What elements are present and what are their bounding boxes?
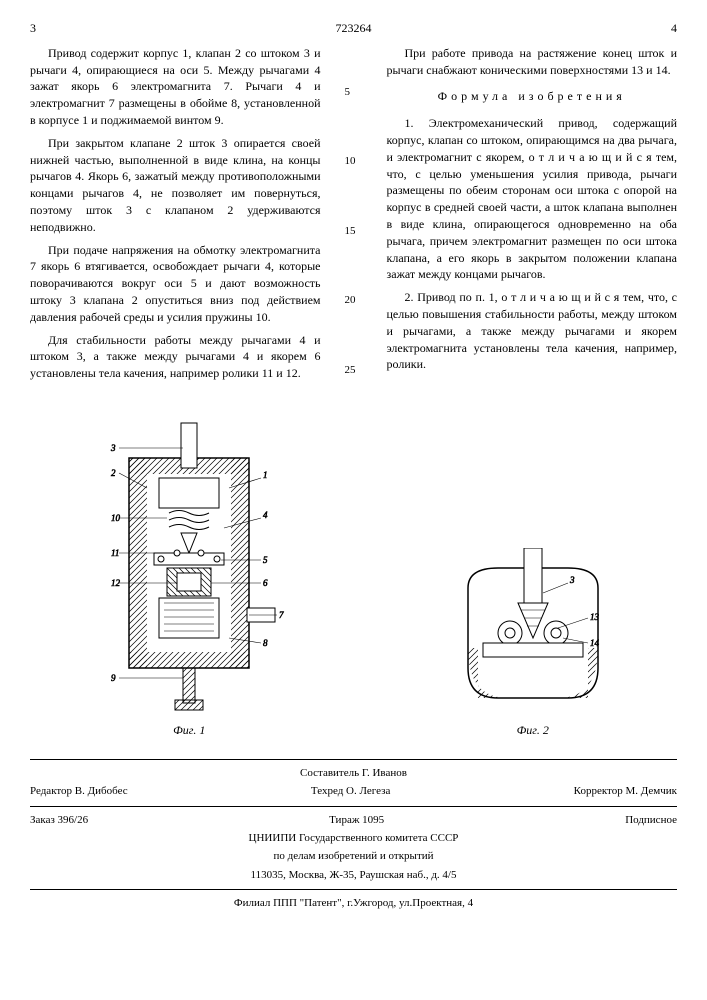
address: 113035, Москва, Ж-35, Раушская наб., д. …: [30, 868, 677, 883]
figure-2: 3 13 14 Фиг. 2: [448, 548, 618, 739]
svg-text:9: 9: [111, 673, 116, 683]
svg-text:13: 13: [590, 612, 600, 622]
svg-text:1: 1: [263, 470, 268, 480]
formula-title: Формула изобретения: [387, 88, 678, 105]
svg-text:10: 10: [111, 513, 121, 523]
line-marker: 15: [345, 224, 363, 239]
line-marker: 20: [345, 293, 363, 308]
corrector: Корректор М. Демчик: [574, 784, 677, 799]
line-marker: 25: [345, 363, 363, 378]
filial: Филиал ППП "Патент", г.Ужгород, ул.Проек…: [30, 896, 677, 911]
order: Заказ 396/26: [30, 813, 88, 828]
figure-1: 2 3 10 11 12 9 1 4 5 6 7 8 Фиг. 1: [89, 418, 289, 739]
svg-text:3: 3: [569, 575, 575, 585]
compiler: Составитель Г. Иванов: [30, 766, 677, 781]
svg-text:8: 8: [263, 638, 268, 648]
divider: [30, 759, 677, 760]
body-columns: Привод содержит корпус 1, клапан 2 со шт…: [30, 45, 677, 388]
podpisnoe: Подписное: [625, 813, 677, 828]
para: При подаче напряжения на обмотку электро…: [30, 242, 321, 326]
svg-text:3: 3: [110, 443, 116, 453]
tirazh: Тираж 1095: [329, 813, 384, 828]
divider: [30, 889, 677, 890]
fig1-svg: 2 3 10 11 12 9 1 4 5 6 7 8: [89, 418, 289, 718]
right-column: При работе привода на растяжение конец ш…: [387, 45, 678, 388]
patent-number: 723264: [70, 20, 637, 37]
para: Для стабильности работы между рычагами 4…: [30, 332, 321, 382]
claim: 2. Привод по п. 1, о т л и ч а ю щ и й с…: [387, 289, 678, 373]
svg-text:11: 11: [111, 548, 119, 558]
divider: [30, 806, 677, 807]
org1: ЦНИИПИ Государственного комитета СССР: [30, 831, 677, 846]
svg-text:2: 2: [111, 468, 116, 478]
editor: Редактор В. Дибобес: [30, 784, 128, 799]
claim: 1. Электромеханический привод, содержащи…: [387, 115, 678, 283]
svg-text:12: 12: [111, 578, 121, 588]
line-marker: 10: [345, 154, 363, 169]
line-marker: 5: [345, 85, 363, 100]
techred: Техред О. Легеза: [311, 784, 390, 799]
svg-text:5: 5: [263, 555, 268, 565]
svg-text:4: 4: [263, 510, 268, 520]
fig2-svg: 3 13 14: [448, 548, 618, 718]
page-num-right: 4: [637, 20, 677, 37]
left-column: Привод содержит корпус 1, клапан 2 со шт…: [30, 45, 321, 388]
fig2-label: Фиг. 2: [448, 722, 618, 739]
svg-text:6: 6: [263, 578, 268, 588]
line-number-gutter: 5 10 15 20 25: [345, 45, 363, 388]
footer-block: Составитель Г. Иванов Редактор В. Дибобе…: [30, 766, 677, 912]
para: Привод содержит корпус 1, клапан 2 со шт…: [30, 45, 321, 129]
intro-para: При работе привода на растяжение конец ш…: [387, 45, 678, 79]
page-header: 3 723264 4: [30, 20, 677, 37]
para: При закрытом клапане 2 шток 3 опирается …: [30, 135, 321, 236]
svg-text:7: 7: [279, 610, 284, 620]
fig1-label: Фиг. 1: [89, 722, 289, 739]
page-num-left: 3: [30, 20, 70, 37]
org2: по делам изобретений и открытий: [30, 849, 677, 864]
figures-row: 2 3 10 11 12 9 1 4 5 6 7 8 Фиг. 1: [30, 418, 677, 739]
svg-text:14: 14: [590, 638, 600, 648]
